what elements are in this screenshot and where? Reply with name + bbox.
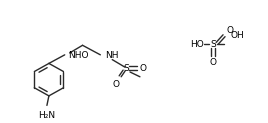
- Text: NH: NH: [105, 51, 119, 60]
- Text: O: O: [226, 26, 233, 35]
- Text: O: O: [113, 80, 120, 89]
- Text: NHO: NHO: [68, 51, 88, 60]
- Text: OH: OH: [231, 31, 245, 40]
- Text: O: O: [139, 64, 146, 73]
- Text: S: S: [123, 64, 129, 73]
- Text: HO: HO: [191, 40, 204, 49]
- Text: O: O: [210, 58, 217, 67]
- Text: H₂N: H₂N: [38, 111, 55, 120]
- Text: S: S: [210, 40, 216, 49]
